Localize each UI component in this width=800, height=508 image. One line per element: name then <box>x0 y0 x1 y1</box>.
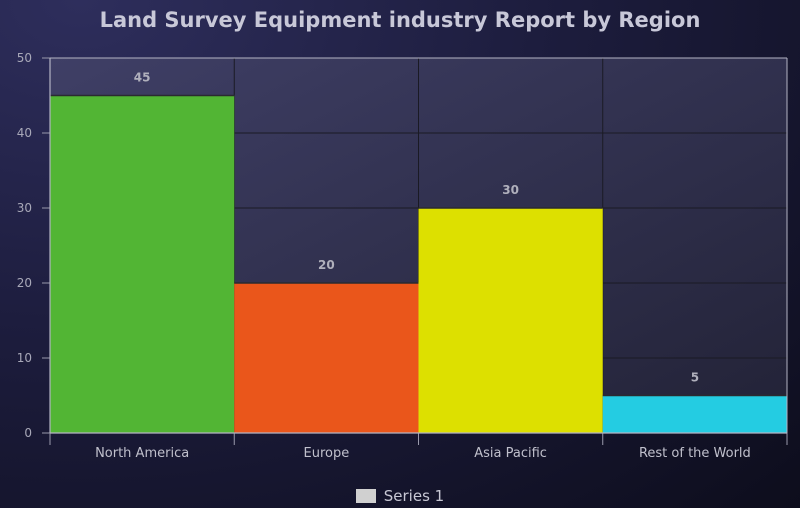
bar <box>50 95 235 433</box>
data-label: 30 <box>502 183 519 197</box>
labels: 0 10 20 30 40 50 45 North America 20 Europe 30 Asia… <box>17 51 751 461</box>
bar <box>418 208 603 433</box>
x-tick-label: Asia Pacific <box>474 446 547 461</box>
axes <box>42 57 788 445</box>
chart-title: Land Survey Equipment industry Report by… <box>99 8 701 32</box>
legend-label: Series 1 <box>383 487 445 505</box>
bars <box>50 94 787 433</box>
y-tick-label: 20 <box>17 276 32 290</box>
x-tick-label: Rest of the World <box>639 446 751 461</box>
legend[interactable]: Series 1 <box>0 487 800 505</box>
x-tick-label: North America <box>95 446 189 461</box>
data-label: 5 <box>691 371 699 385</box>
data-label: 45 <box>134 71 151 85</box>
x-tick-label: Europe <box>304 446 350 461</box>
y-tick-label: 30 <box>17 201 32 215</box>
y-tick-label: 0 <box>24 426 32 440</box>
bar <box>234 283 419 433</box>
bar <box>602 395 787 433</box>
data-label: 20 <box>318 258 335 272</box>
y-tick-label: 50 <box>17 51 32 65</box>
y-tick-label: 40 <box>17 126 32 140</box>
y-tick-label: 10 <box>17 351 32 365</box>
legend-swatch <box>355 489 376 503</box>
